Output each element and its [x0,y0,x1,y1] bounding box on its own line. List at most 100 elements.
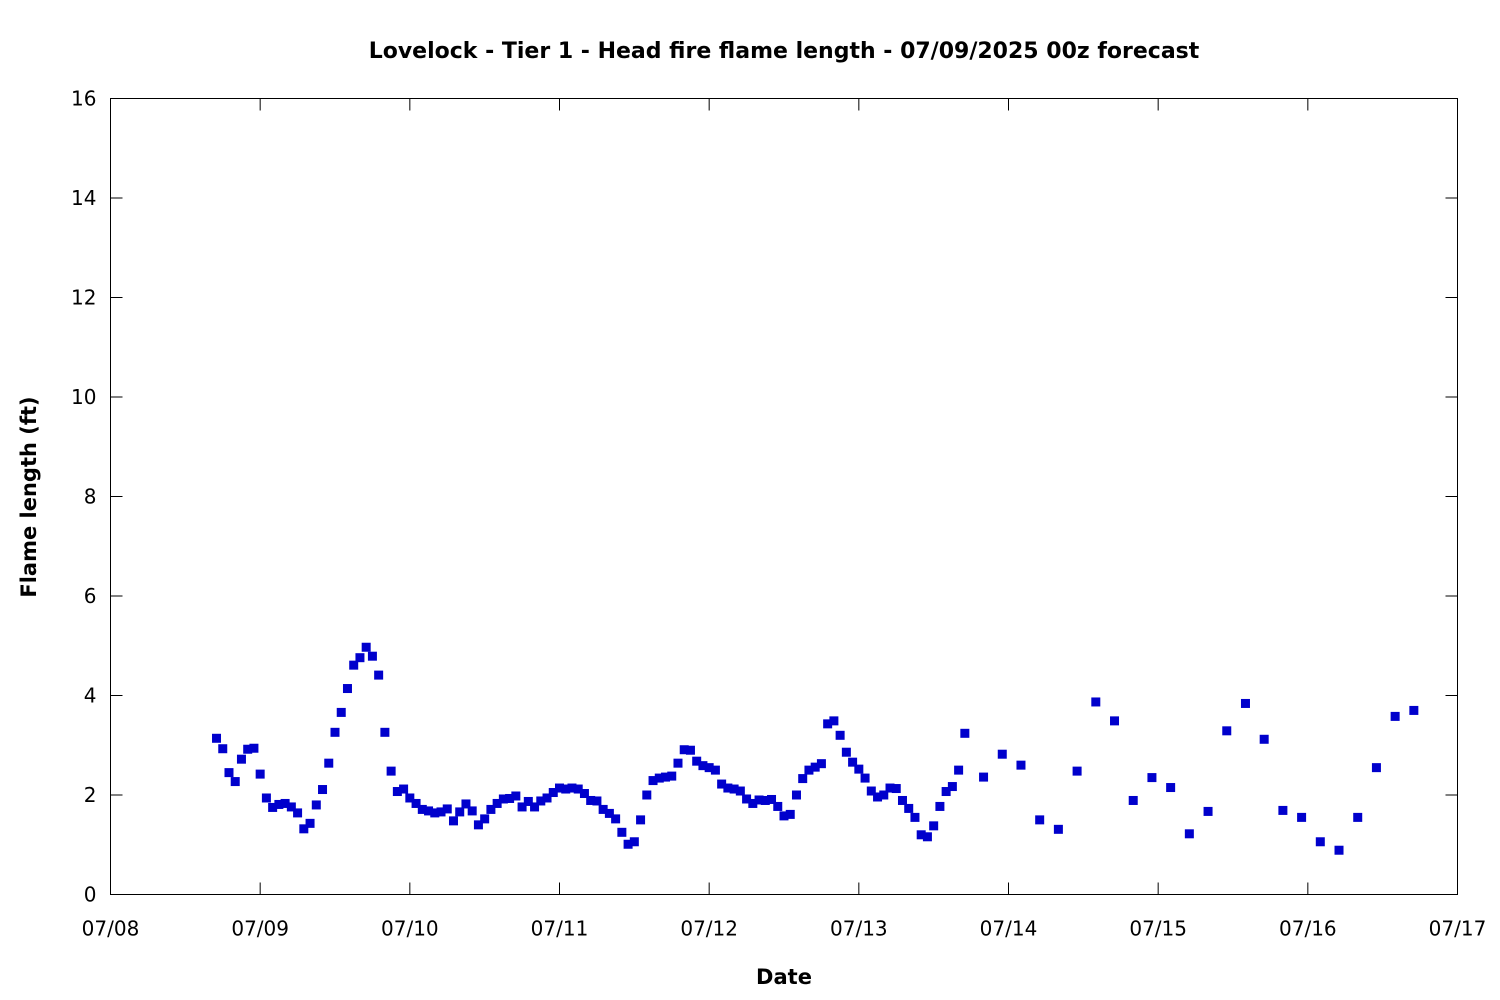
data-point [604,808,614,818]
data-point [399,784,409,794]
data-point [823,719,833,729]
data-point [1297,812,1307,822]
data-point [330,727,340,737]
data-point [1259,734,1269,744]
data-point [698,761,708,771]
data-point [954,765,964,775]
data-point [642,790,652,800]
y-tick-label: 12 [71,286,96,310]
axis-ticks: 0 2 4 6 8 10 12 14 16 07/08 07/09 07/10 07/11 07/12 07… [71,87,1486,941]
data-point [598,804,608,814]
data-point [274,799,284,809]
y-tick-label: 14 [71,186,96,210]
data-point [685,745,695,755]
data-point [305,818,315,828]
data-point [455,807,465,817]
data-point [523,796,533,806]
data-point [922,832,932,842]
data-point [492,798,502,808]
y-tick-label: 6 [84,584,97,608]
data-point [436,807,446,817]
data-point [224,768,234,778]
data-point [791,790,801,800]
data-point [1203,806,1213,816]
data-point [461,799,471,809]
data-point [255,769,265,779]
x-tick-label: 07/11 [531,917,589,941]
data-point [773,801,783,811]
data-point [1390,711,1400,721]
data-point [380,727,390,737]
data-point [374,670,384,680]
data-point [979,772,989,782]
data-point [218,744,228,754]
data-point [517,802,527,812]
data-point [1166,783,1176,793]
x-tick-label: 07/15 [1129,917,1187,941]
data-point [710,765,720,775]
data-point [723,783,733,793]
data-point [1184,829,1194,839]
data-point [299,824,309,834]
data-point [935,801,945,811]
data-point [417,804,427,814]
x-axis-label: Date [756,965,812,989]
data-point [1278,805,1288,815]
data-point [785,809,795,819]
data-point [748,798,758,808]
data-point [542,793,552,803]
data-point [473,820,483,830]
data-point [586,795,596,805]
data-point [860,773,870,783]
data-point [904,803,914,813]
data-point [1110,716,1120,726]
data-point [1128,795,1138,805]
data-point [424,806,434,816]
data-point [816,759,826,769]
data-point [673,758,683,768]
data-point [897,795,907,805]
data-point [405,793,415,803]
x-tick-label: 07/14 [980,917,1038,941]
data-point [810,762,820,772]
data-point [1035,815,1045,825]
data-point [430,808,440,818]
data-point [411,798,421,808]
data-point [804,765,814,775]
data-point [467,806,477,816]
data-point [829,716,839,726]
data-point [760,795,770,805]
x-tick-label: 07/12 [680,917,738,941]
data-point [692,756,702,766]
data-point [929,821,939,831]
data-point [704,763,714,773]
y-tick-label: 10 [71,385,96,409]
data-point [268,802,278,812]
data-point [349,660,359,670]
data-point [555,783,564,793]
data-point [661,772,671,782]
data-point [355,653,365,663]
data-point [1072,766,1082,776]
data-points [212,642,1419,855]
plot-frame [110,98,1458,895]
data-point [505,793,515,803]
data-point [548,788,558,798]
data-point [735,786,745,796]
data-point [841,747,851,757]
data-point [293,808,303,818]
data-point [667,771,677,781]
data-point [835,730,845,740]
data-point [579,789,589,799]
x-tick-label: 07/17 [1429,917,1487,941]
data-point [873,792,883,802]
data-point [318,785,328,795]
data-point [230,777,240,787]
data-point [386,766,396,776]
data-point [754,795,764,805]
data-point [742,794,752,804]
data-point [1353,812,1363,822]
data-point [611,814,621,824]
data-point [1222,726,1232,736]
y-axis-label: Flame length (ft) [17,396,41,597]
